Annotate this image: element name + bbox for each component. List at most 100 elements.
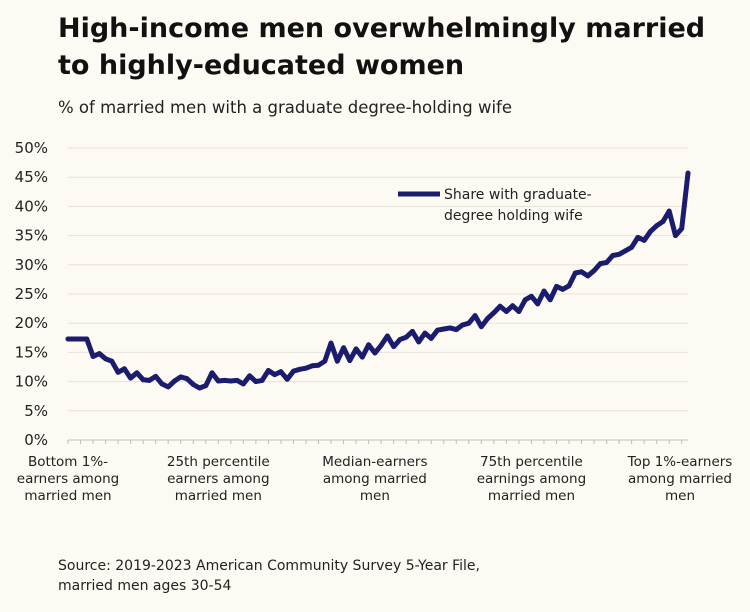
data-point bbox=[435, 327, 440, 333]
data-point bbox=[616, 251, 622, 257]
data-point bbox=[240, 381, 246, 387]
chart-title: High-income men overwhelmingly married t… bbox=[58, 13, 706, 81]
data-point bbox=[466, 320, 472, 326]
x-tick-label: married men bbox=[488, 488, 575, 504]
x-tick-label: married men bbox=[24, 488, 111, 504]
data-point bbox=[510, 303, 516, 309]
data-point bbox=[397, 337, 403, 342]
data-point bbox=[316, 362, 321, 368]
data-point bbox=[635, 234, 641, 240]
x-tick-label: 25th percentile bbox=[167, 454, 270, 470]
data-point bbox=[272, 372, 278, 377]
data-point bbox=[215, 378, 221, 384]
data-point bbox=[585, 273, 591, 279]
data-point bbox=[297, 366, 303, 372]
data-point bbox=[673, 233, 678, 238]
data-point bbox=[372, 350, 378, 356]
y-tick-label: 0% bbox=[24, 431, 48, 449]
data-point bbox=[529, 293, 534, 299]
data-point bbox=[341, 345, 346, 351]
data-point bbox=[309, 363, 315, 369]
data-point bbox=[416, 339, 422, 345]
data-point bbox=[71, 336, 77, 342]
data-point bbox=[453, 327, 459, 333]
data-point bbox=[629, 244, 635, 250]
legend-label-line-2: degree holding wife bbox=[444, 208, 583, 224]
data-point bbox=[259, 378, 265, 383]
data-point bbox=[641, 237, 647, 243]
data-point bbox=[597, 261, 603, 267]
data-point bbox=[359, 354, 365, 360]
data-point bbox=[516, 309, 522, 314]
data-point bbox=[541, 288, 547, 294]
data-point bbox=[685, 170, 691, 176]
data-point bbox=[134, 370, 140, 376]
data-point bbox=[190, 382, 196, 387]
y-tick-label: 5% bbox=[24, 402, 48, 420]
data-point bbox=[610, 253, 616, 258]
data-point bbox=[128, 375, 134, 381]
data-point bbox=[566, 283, 572, 289]
data-point bbox=[441, 326, 447, 332]
data-point bbox=[90, 354, 96, 359]
source-note: Source: 2019-2023 American Community Sur… bbox=[58, 558, 480, 594]
data-point bbox=[147, 378, 152, 383]
data-point bbox=[472, 313, 478, 319]
data-point bbox=[334, 358, 340, 364]
y-tick-label: 30% bbox=[15, 256, 48, 274]
data-point bbox=[291, 368, 296, 374]
y-tick-label: 35% bbox=[15, 227, 48, 245]
data-point bbox=[622, 248, 628, 254]
y-tick-label: 15% bbox=[15, 343, 48, 361]
data-point bbox=[328, 340, 334, 346]
data-point bbox=[491, 310, 497, 316]
data-point bbox=[497, 303, 503, 309]
data-point bbox=[428, 335, 434, 341]
x-tick-label: earnings among bbox=[477, 471, 586, 487]
data-point bbox=[604, 260, 609, 265]
data-point bbox=[115, 369, 121, 375]
data-point bbox=[172, 378, 177, 384]
y-axis: 0% 5% 10% 15% 20% 25% 30% 35% 40% 45% 50% bbox=[15, 139, 48, 449]
data-point bbox=[554, 284, 559, 289]
x-tick-label: married men bbox=[175, 488, 262, 504]
x-tick-label: men bbox=[360, 488, 390, 504]
data-point bbox=[121, 366, 127, 372]
data-point bbox=[78, 336, 83, 342]
y-tick-label: 50% bbox=[15, 139, 48, 157]
data-point bbox=[278, 369, 284, 375]
data-point bbox=[485, 316, 490, 321]
data-point bbox=[165, 384, 171, 390]
data-point bbox=[109, 358, 115, 364]
y-tick-label: 45% bbox=[15, 168, 48, 186]
data-point bbox=[84, 336, 90, 342]
series-line bbox=[65, 170, 691, 391]
x-tick-label: among married bbox=[323, 471, 427, 487]
legend-label-line-1: Share with graduate- bbox=[444, 187, 592, 203]
x-tick-label: earners among bbox=[167, 471, 269, 487]
data-point bbox=[178, 374, 184, 380]
data-point bbox=[547, 297, 553, 303]
data-point bbox=[579, 269, 584, 275]
data-point bbox=[353, 346, 359, 352]
data-point bbox=[410, 328, 415, 334]
data-point bbox=[403, 334, 409, 340]
x-tick-label: among married bbox=[628, 471, 732, 487]
data-point bbox=[522, 297, 528, 303]
data-point bbox=[503, 309, 509, 314]
data-point bbox=[660, 219, 666, 224]
series-points bbox=[65, 170, 691, 391]
y-tick-label: 40% bbox=[15, 197, 48, 215]
data-point bbox=[560, 286, 566, 292]
gridlines bbox=[68, 147, 688, 441]
x-tick-label: men bbox=[665, 488, 695, 504]
data-point bbox=[228, 378, 234, 384]
legend: Share with graduate- degree holding wife bbox=[398, 187, 592, 224]
chart-subtitle: % of married men with a graduate degree-… bbox=[58, 98, 512, 117]
data-point bbox=[679, 226, 685, 231]
data-point bbox=[535, 301, 541, 307]
data-point bbox=[197, 385, 202, 391]
data-point bbox=[253, 379, 259, 384]
data-point bbox=[159, 381, 165, 387]
